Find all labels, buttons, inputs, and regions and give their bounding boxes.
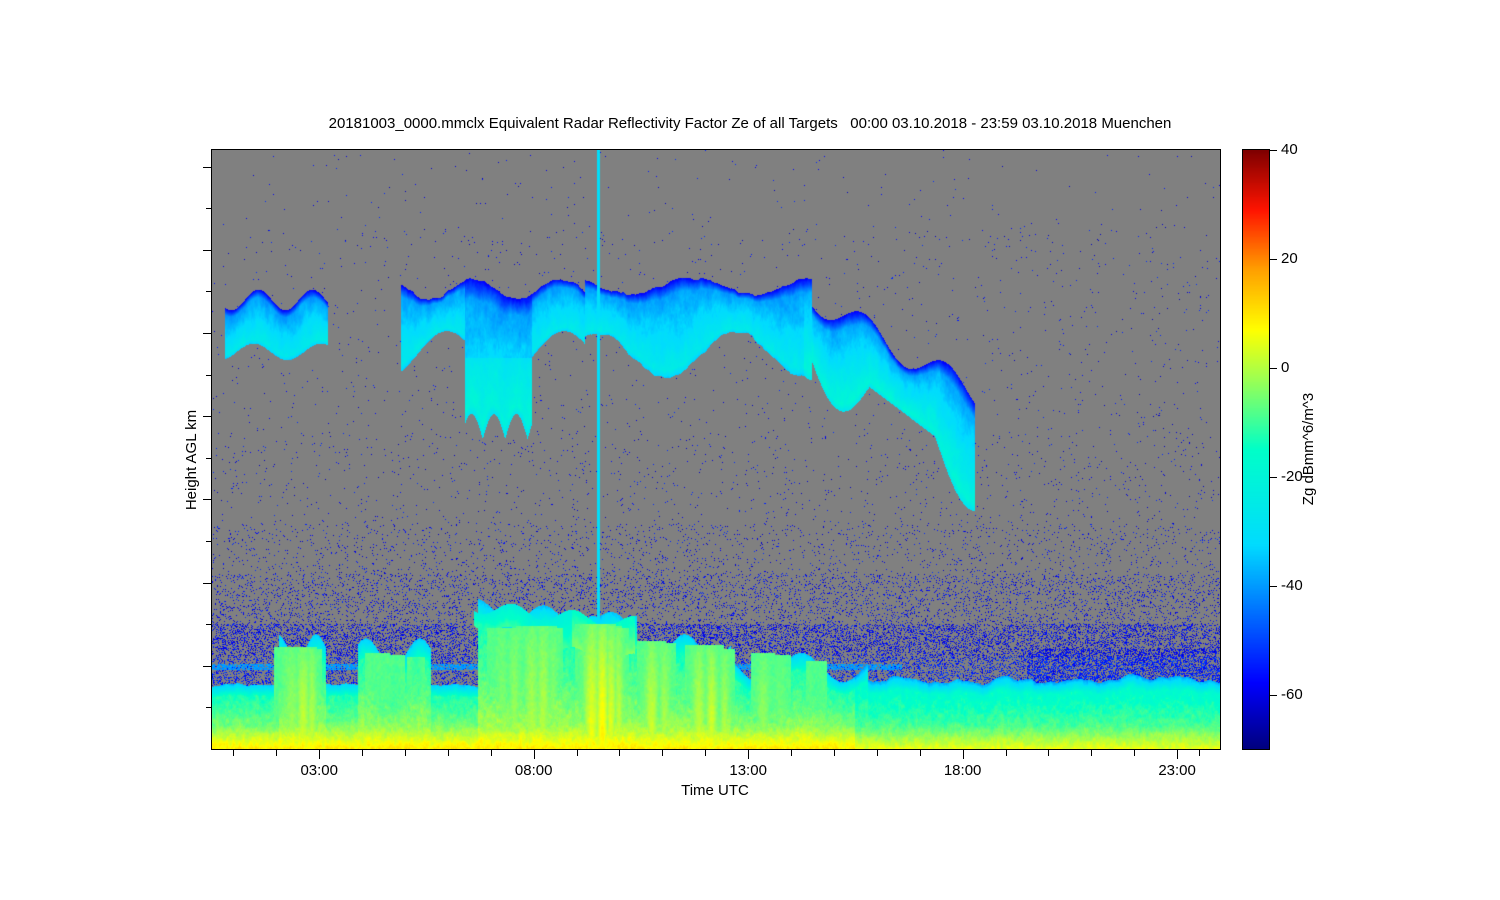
x-tick-minor xyxy=(1091,750,1093,756)
y-tick-minor xyxy=(206,541,212,542)
x-tick-mark xyxy=(962,750,964,759)
x-tick-minor xyxy=(1134,750,1136,756)
x-tick-minor xyxy=(490,750,492,756)
x-tick-minor xyxy=(919,750,921,756)
x-tick-minor xyxy=(576,750,578,756)
colorbar-tick-label: 20 xyxy=(1281,249,1298,267)
y-tick-minor xyxy=(206,707,212,709)
page-title: 20181003_0000.mmclx Equivalent Radar Ref… xyxy=(328,115,1172,132)
y-tick-mark xyxy=(203,416,212,418)
x-tick-minor xyxy=(233,750,235,756)
x-tick-mark xyxy=(748,750,750,759)
x-tick-label: 08:00 xyxy=(514,762,553,779)
y-tick-minor xyxy=(206,208,212,210)
y-axis-label: Height AGL km xyxy=(183,409,200,511)
colorbar-tick-mark xyxy=(1269,585,1277,587)
y-tick-minor xyxy=(206,374,212,376)
y-tick-mark xyxy=(203,582,212,584)
colorbar: 40 20 0 -20 -40 -60 xyxy=(1242,142,1303,750)
colorbar-tick-label: -60 xyxy=(1281,685,1303,703)
y-tick-mark xyxy=(203,249,212,251)
colorbar-gradient xyxy=(1243,150,1269,749)
colorbar-tick-mark xyxy=(1269,694,1277,696)
x-tick-minor xyxy=(619,750,621,756)
reflectivity-heatmap-canvas xyxy=(212,150,1220,749)
x-tick-minor xyxy=(447,750,449,756)
x-tick-minor xyxy=(662,750,664,756)
x-tick-label: 23:00 xyxy=(1158,762,1196,779)
x-tick-label: 18:00 xyxy=(943,762,982,779)
x-tick-minor xyxy=(833,750,835,756)
x-tick-minor xyxy=(1198,750,1200,756)
x-tick-minor xyxy=(405,750,407,756)
y-tick-minor xyxy=(206,457,212,459)
x-tick-mark xyxy=(533,750,535,759)
y-tick-minor xyxy=(206,291,212,293)
colorbar-tick-mark xyxy=(1269,476,1277,478)
y-tick-mark xyxy=(203,665,212,667)
x-tick-minor xyxy=(705,750,707,756)
y-tick-mark xyxy=(203,333,212,335)
x-tick-minor xyxy=(1005,750,1007,756)
x-tick-label: 13:00 xyxy=(729,762,767,779)
colorbar-label: Zg dBmm^6/m^3 xyxy=(1300,392,1317,506)
y-tick-minor xyxy=(206,624,212,626)
x-axis-label: Time UTC xyxy=(681,782,749,799)
colorbar-tick-mark xyxy=(1269,258,1277,260)
colorbar-tick-label: -40 xyxy=(1281,576,1303,594)
x-tick-minor xyxy=(276,750,278,756)
colorbar-tick-label: -20 xyxy=(1281,467,1303,485)
x-tick-minor xyxy=(791,750,793,756)
y-tick-mark xyxy=(203,499,212,501)
colorbar-tick-label: 40 xyxy=(1281,141,1298,158)
colorbar-tick-mark xyxy=(1269,150,1277,151)
x-tick-label: 03:00 xyxy=(300,762,338,779)
x-tick-mark xyxy=(1177,750,1179,759)
colorbar-tick-mark xyxy=(1269,367,1277,369)
y-tick-mark xyxy=(203,166,212,168)
x-tick-minor xyxy=(1048,750,1050,756)
colorbar-tick-label: 0 xyxy=(1281,358,1290,376)
x-tick-minor xyxy=(362,750,364,756)
x-tick-mark xyxy=(319,750,321,759)
x-tick-minor xyxy=(876,750,878,756)
